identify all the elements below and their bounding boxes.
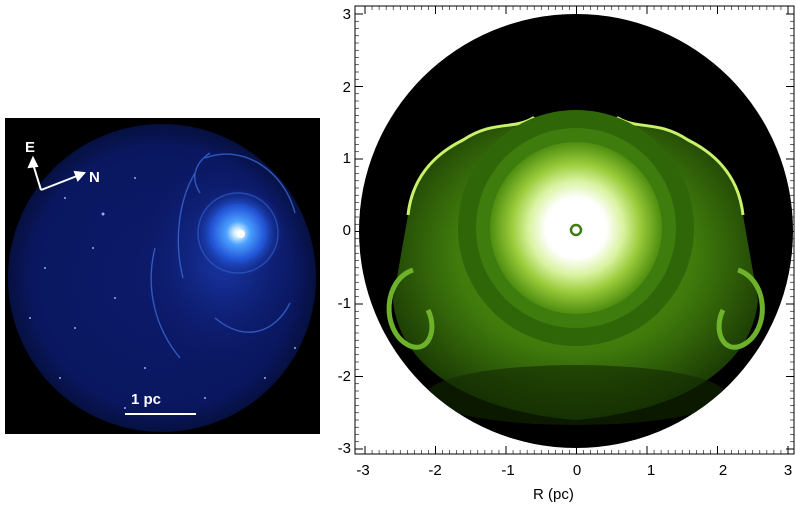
background-stars	[29, 177, 296, 409]
y-tick-label: -3	[337, 440, 351, 457]
central-star	[237, 230, 245, 238]
compass-arrows	[27, 155, 86, 191]
x-tick-label: 3	[783, 462, 793, 479]
x-axis-title: R (pc)	[533, 486, 574, 503]
observation-image	[8, 124, 316, 432]
scale-bar-label: 1 pc	[131, 391, 162, 408]
simulation-plot-panel: 3 2 1 0 -1 -2 -3 -3 -2 -1 0 1 2 3 R (pc)	[333, 0, 796, 507]
observation-image-panel: E N 1 pc	[5, 118, 320, 434]
x-tick-label: -2	[428, 462, 442, 479]
simulation-plot	[354, 5, 795, 455]
central-source	[569, 223, 583, 237]
simulation-content	[386, 110, 765, 425]
left-loop	[386, 267, 435, 350]
y-tick-label: -1	[337, 295, 351, 312]
x-tick-label: 0	[572, 462, 582, 479]
lower-band	[426, 365, 726, 425]
major-ticks	[355, 6, 794, 454]
compass-east-label: E	[25, 139, 36, 156]
x-tick-label: 1	[646, 462, 656, 479]
compass-north-label: N	[89, 169, 100, 186]
x-tick-label: 2	[718, 462, 728, 479]
right-loop	[716, 267, 765, 350]
x-tick-label: -1	[501, 462, 515, 479]
y-tick-label: 2	[342, 79, 351, 96]
y-tick-label: 3	[342, 6, 351, 23]
y-tick-label: 1	[342, 150, 351, 167]
y-tick-label: -2	[337, 368, 351, 385]
y-tick-label: 0	[342, 222, 351, 239]
x-tick-label: -3	[356, 462, 370, 479]
simulation-core	[490, 142, 662, 314]
